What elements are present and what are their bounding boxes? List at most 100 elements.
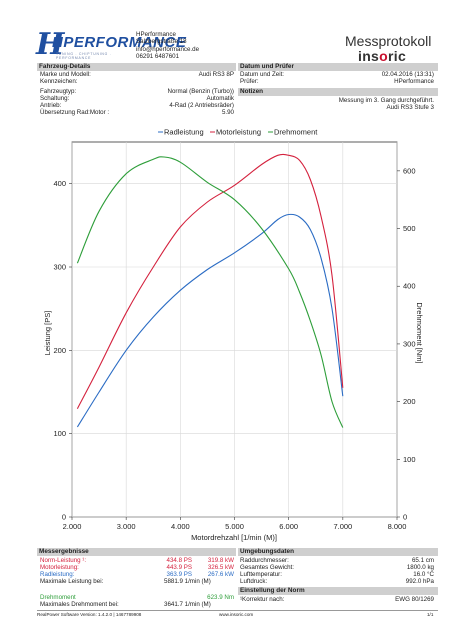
env-label: Luftdruck:: [240, 578, 268, 585]
results-heading: Messergebnisse: [37, 548, 236, 556]
result-row: Norm-Leistung ¹: 434.8 PS 319.8 kW: [40, 557, 234, 564]
series-lines: [76, 153, 344, 428]
env-label: Gesamtes Gewicht:: [240, 564, 294, 571]
test-label: Prüfer:: [240, 78, 259, 85]
y2-tick-label: 0: [403, 513, 407, 522]
y2-tick-label: 600: [403, 166, 416, 175]
result-ps: 443.9 PS: [166, 564, 192, 571]
vehicle-value: Audi RS3 8P: [198, 71, 234, 78]
y2-tick-label: 100: [403, 455, 416, 464]
result-row: Maximale Leistung bei: 5881.9 1/min (M): [40, 578, 234, 585]
vehicle-label: Marke und Modell:: [40, 71, 91, 78]
company-logo: H HPERFORMANCE TUNING . CHIPTUNING . PER…: [36, 27, 186, 62]
test-heading: Datum und Prüfer: [238, 63, 438, 71]
vehicle-row: Fahrzeugtyp: Normal (Benzin (Turbo)): [40, 88, 234, 95]
norm-row: ¹Korrektur nach: EWG 80/1269: [240, 596, 434, 603]
vehicle-label: Übersetzung Rad:Motor :: [40, 109, 110, 116]
result-ps: 434.8 PS: [166, 557, 192, 564]
x-axis-label: Motordrehzahl [1/min (M)]: [191, 533, 277, 542]
env-label: Lufttemperatur:: [240, 571, 282, 578]
notes-heading: Notizen: [238, 88, 438, 96]
legend-label: Radleistung: [164, 128, 204, 137]
env-value: 1800.0 kg: [406, 564, 434, 571]
torque-value: 623.9 Nm: [207, 594, 234, 601]
footer-page: 1/1: [427, 612, 434, 617]
test-row: Datum und Zeit: 02.04.2016 (13:31): [240, 71, 434, 78]
vehicle-value: 5.90: [221, 109, 234, 116]
test-value: 02.04.2016 (13:31): [381, 71, 434, 78]
test-label: Datum und Zeit:: [240, 71, 285, 78]
result-ps: 5881.9 1/min (M): [164, 578, 211, 585]
grid-lines: [71, 142, 398, 518]
env-label: Raddurchmesser:: [240, 557, 289, 564]
y2-tick-label: 300: [403, 339, 416, 348]
notes-line: Messung im 3. Gang durchgeführt.: [338, 97, 434, 104]
y-tick-label: 100: [53, 429, 66, 438]
y2-tick-label: 400: [403, 282, 416, 291]
torque-at-label: Maximales Drehmoment bei:: [40, 601, 119, 608]
norm-heading: Einstellung der Norm: [238, 587, 438, 595]
y-tick-label: 200: [53, 346, 66, 355]
torque-label: Drehmoment: [40, 594, 76, 601]
x-tick-label: 7.000: [333, 522, 352, 531]
test-row: Prüfer: HPerformance: [240, 78, 434, 85]
result-ps: 363.9 PS: [166, 571, 192, 578]
vehicle-row: Schaltung: Automatik: [40, 95, 234, 102]
env-row: Raddurchmesser: 65.1 cm: [240, 557, 434, 564]
result-row: Radleistung: 363.9 PS 267.6 kW: [40, 571, 234, 578]
vehicle-label: Kennzeichen:: [40, 78, 78, 85]
norm-value: EWG 80/1269: [395, 596, 434, 603]
legend-label: Motorleistung: [216, 128, 261, 137]
y2-tick-label: 500: [403, 224, 416, 233]
torque-row: Drehmoment 623.9 Nm: [40, 594, 234, 601]
y-axis-label: Leistung [PS]: [43, 311, 52, 356]
y2-axis-label: Drehmoment [Nm]: [415, 302, 424, 363]
env-row: Lufttemperatur: 16.0 °C: [240, 571, 434, 578]
logo-h-mark: H: [36, 27, 65, 62]
x-tick-label: 2.000: [63, 522, 82, 531]
report-title: Messprotokoll: [345, 33, 432, 49]
footer-website: www.insoric.com: [219, 612, 254, 617]
insoric-logo: insoric: [358, 48, 407, 64]
result-label: Motorleistung:: [40, 564, 79, 571]
series-line-motorleistung: [76, 153, 344, 409]
vehicle-row: Kennzeichen:: [40, 78, 234, 85]
vehicle-value: Automatik: [206, 95, 234, 102]
torque-at-row: Maximales Drehmoment bei: 3641.7 1/min (…: [40, 601, 234, 608]
vehicle-label: Antrieb:: [40, 102, 62, 109]
x-tick-label: 6.000: [279, 522, 298, 531]
x-tick-label: 4.000: [171, 522, 190, 531]
company-line: Salzbergstraße 18: [136, 38, 187, 46]
series-line-drehmoment: [76, 156, 344, 428]
series-line-radleistung: [76, 213, 344, 428]
norm-label: ¹Korrektur nach:: [240, 596, 285, 603]
notes-line: Audi RS3 Stufe 3: [386, 104, 434, 111]
vehicle-row: Marke und Modell: Audi RS3 8P: [40, 71, 234, 78]
result-kw: 267.6 kW: [207, 571, 234, 578]
x-tick-label: 8.000: [388, 522, 407, 531]
env-value: 16.0 °C: [413, 571, 434, 578]
y-tick-label: 400: [53, 179, 66, 188]
company-line: HPerformance: [136, 31, 176, 38]
environment-heading: Umgebungsdaten: [238, 548, 438, 556]
torque-at-value: 3641.7 1/min (M): [164, 601, 211, 608]
vehicle-heading: Fahrzeug-Details: [37, 63, 236, 71]
vehicle-label: Fahrzeugtyp:: [40, 88, 77, 95]
env-value: 65.1 cm: [411, 557, 434, 564]
env-row: Gesamtes Gewicht: 1800.0 kg: [240, 564, 434, 571]
y-tick-label: 300: [53, 263, 66, 272]
result-row: Motorleistung: 443.9 PS 326.5 kW: [40, 564, 234, 571]
result-label: Norm-Leistung ¹:: [40, 557, 87, 564]
result-label: Radleistung:: [40, 571, 75, 578]
x-tick-label: 5.000: [225, 522, 244, 531]
env-row: Luftdruck: 992.0 hPa: [240, 578, 434, 585]
vehicle-value: Normal (Benzin (Turbo)): [167, 88, 234, 95]
x-tick-label: 3.000: [117, 522, 136, 531]
result-kw: 319.8 kW: [207, 557, 234, 564]
result-kw: 326.5 kW: [207, 564, 234, 571]
footer-version: RealPower Software Version: 1.4.2.0 | 14…: [37, 612, 142, 617]
power-chart: Radleistung Motorleistung Drehmoment 2.000…: [43, 128, 424, 543]
company-line: info@hperformance.de: [136, 45, 200, 53]
vehicle-row: Übersetzung Rad:Motor : 5.90: [40, 109, 234, 116]
